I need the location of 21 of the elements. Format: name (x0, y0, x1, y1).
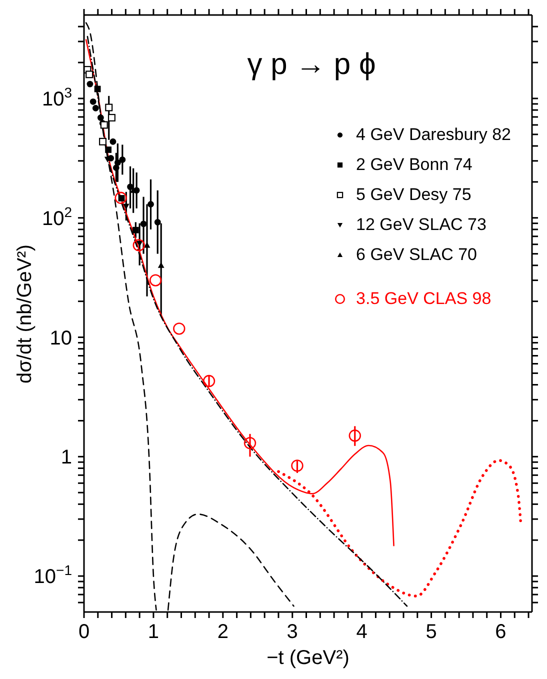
legend-label: 5 GeV Desy 75 (356, 184, 472, 206)
legend-label: 6 GeV SLAC 70 (356, 244, 477, 266)
y-tick-label: 10$^{3}$ (42, 84, 72, 110)
legend-label: 3.5 GeV CLAS 98 (356, 288, 492, 310)
y-tick-label: 1 (60, 446, 72, 469)
x-tick-label: 1 (148, 621, 160, 643)
text: γ p → p ϕ (246, 48, 377, 82)
x-tick-label: 4 (356, 621, 368, 643)
x-tick-label: 6 (495, 621, 506, 643)
x-axis-title: −t (GeV²) (266, 647, 350, 669)
y-tick-label: 10 (50, 327, 72, 350)
x-tick-label: 0 (78, 621, 90, 643)
legend-label: 12 GeV SLAC 73 (356, 214, 486, 236)
legend-label: 2 GeV Bonn 74 (356, 154, 472, 176)
y-tick-label: 10$^{−1}$ (34, 562, 72, 588)
y-tick-label: 10$^{2}$ (42, 204, 72, 230)
x-tick-label: 2 (217, 621, 228, 643)
y-axis-title: dσ/dt (nb/GeV²) (14, 244, 36, 384)
legend-label: 4 GeV Daresbury 82 (356, 124, 511, 146)
x-tick-label: 5 (426, 621, 437, 643)
x-tick-label: 3 (286, 621, 298, 643)
